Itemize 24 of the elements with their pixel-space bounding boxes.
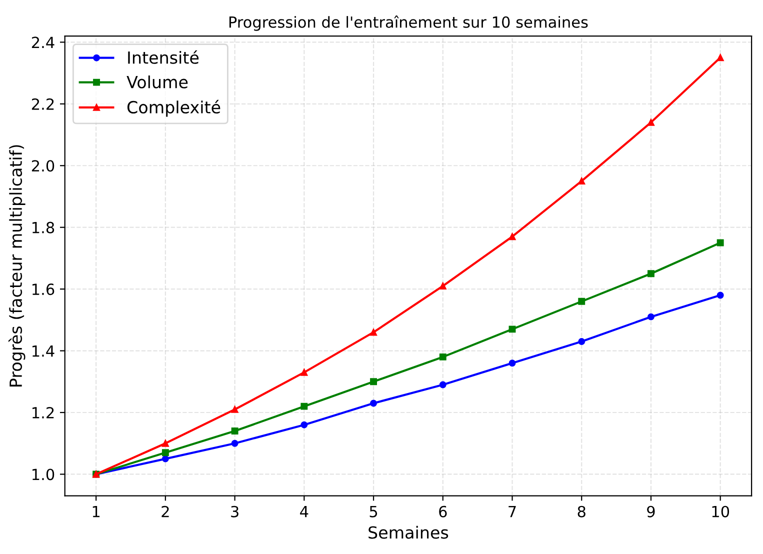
legend-label: Complexité	[127, 100, 220, 117]
y-tick-label: 1.8	[32, 222, 54, 234]
x-tick-label: 9	[647, 506, 655, 518]
y-tick-label: 1.0	[32, 468, 54, 480]
y-tick-label: 2.0	[32, 160, 54, 172]
legend-label: Intensité	[128, 50, 199, 64]
y-tick-label: 1.4	[32, 345, 54, 357]
x-tick-label: 1	[92, 506, 100, 518]
x-tick-label: 3	[231, 506, 238, 518]
x-tick-label: 5	[370, 506, 378, 518]
x-tick-label: 6	[439, 506, 447, 518]
legend-label: Volume	[126, 75, 188, 88]
x-tick-label: 2	[162, 506, 169, 518]
y-tick-label: 1.6	[32, 284, 54, 296]
y-axis-title: Progrès (facteur multiplicatif)	[8, 145, 26, 386]
x-tick-label: 8	[578, 506, 586, 518]
x-tick-label: 7	[508, 506, 516, 518]
chart-title: Progression de l'entraînement sur 10 semaines	[229, 15, 588, 31]
x-tick-label: 4	[300, 506, 308, 518]
y-tick-label: 2.4	[32, 36, 54, 48]
y-tick-label: 2.2	[32, 98, 54, 110]
y-tick-label: 1.2	[32, 406, 54, 418]
x-tick-label: 10	[712, 506, 730, 518]
x-axis-title: Semaines	[368, 526, 448, 539]
